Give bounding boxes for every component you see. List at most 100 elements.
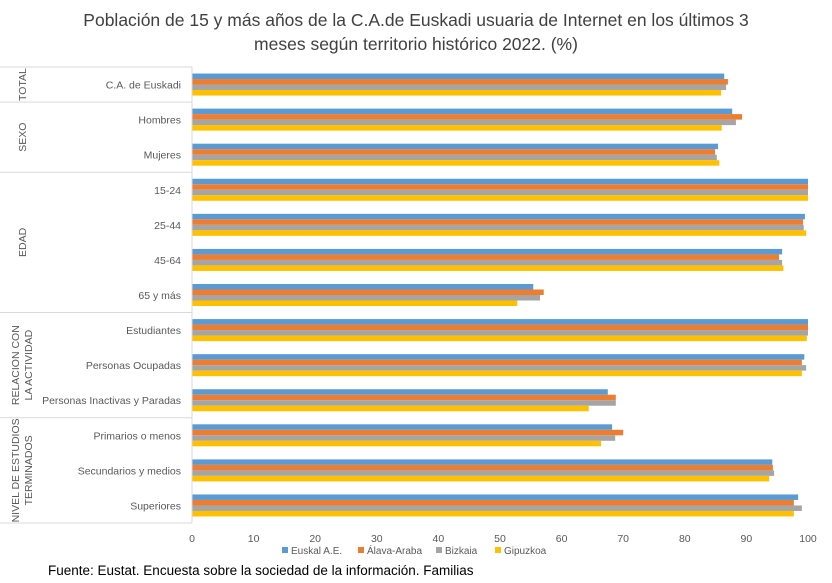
bar-euskal-a-e- — [192, 319, 808, 325]
bar-gipuzkoa — [192, 125, 722, 131]
category-label: 45-64 — [154, 255, 181, 267]
legend-swatch — [282, 547, 288, 553]
bar-bizkaia — [192, 435, 616, 441]
group-label-nivel-de-estudios-terminados: NIVEL DE ESTUDIOSTERMINADOS — [10, 418, 35, 522]
x-tick-label: 50 — [494, 533, 506, 545]
bar-bizkaia — [192, 84, 727, 91]
bar-gipuzkoa — [192, 90, 722, 96]
group-label-line: NIVEL DE ESTUDIOS — [10, 418, 22, 522]
bar-bizkaia — [192, 119, 736, 126]
chart-title-line-2: meses según territorio histórico 2022. (… — [254, 34, 578, 54]
legend-swatch — [436, 547, 442, 553]
bar-euskal-a-e- — [192, 248, 783, 255]
group-label-line: TOTAL — [17, 68, 29, 101]
category-label: 25-44 — [154, 220, 181, 232]
legend-label: Álava-Araba — [367, 544, 422, 557]
legend-label: Bizkaia — [445, 546, 478, 557]
bar--lava-araba — [192, 289, 544, 295]
group-label-line: SEXO — [17, 123, 29, 152]
x-tick-label: 20 — [309, 533, 321, 545]
bar-euskal-a-e- — [192, 424, 613, 430]
bar-bizkaia — [192, 295, 541, 301]
category-label: Superiores — [130, 500, 181, 512]
legend-swatch — [358, 547, 364, 553]
bar-bizkaia — [192, 259, 783, 266]
bar-euskal-a-e- — [192, 284, 534, 290]
bar--lava-araba — [192, 394, 616, 401]
bar--lava-araba — [192, 149, 715, 155]
legend-label: Gipuzkoa — [504, 546, 547, 557]
bar-bizkaia — [192, 470, 775, 476]
bar--lava-araba — [192, 324, 808, 331]
legend-label: Euskal A.E. — [291, 546, 342, 557]
bar--lava-araba — [192, 114, 743, 120]
bar--lava-araba — [192, 254, 780, 260]
group-label-sexo: SEXO — [17, 123, 29, 152]
group-label-line: LA ACTIVIDAD — [23, 329, 35, 400]
bar-bizkaia — [192, 154, 717, 161]
group-label-total: TOTAL — [17, 68, 29, 101]
bar-euskal-a-e- — [192, 459, 773, 465]
category-label: Primarios o menos — [93, 430, 181, 442]
bar--lava-araba — [192, 499, 794, 506]
bar-euskal-a-e- — [192, 73, 725, 80]
category-label: Secundarios y medios — [78, 465, 181, 477]
bar--lava-araba — [192, 429, 624, 436]
group-label-line: RELACION CON — [10, 325, 22, 405]
bar--lava-araba — [192, 184, 808, 190]
x-tick-label: 30 — [371, 533, 383, 545]
category-label: Estudiantes — [126, 325, 181, 337]
legend-swatch — [495, 547, 501, 553]
source-note: Fuente: Eustat. Encuesta sobre la socied… — [48, 563, 474, 578]
category-label: Personas Ocupadas — [86, 360, 181, 372]
bar-gipuzkoa — [192, 405, 589, 412]
bar-euskal-a-e- — [192, 494, 799, 500]
bar-bizkaia — [192, 330, 808, 336]
bar-gipuzkoa — [192, 475, 770, 482]
x-tick-label: 70 — [617, 533, 629, 545]
category-label: Mujeres — [144, 150, 181, 162]
x-tick-label: 0 — [189, 533, 195, 545]
x-tick-label: 90 — [741, 533, 753, 545]
bar-gipuzkoa — [192, 300, 518, 306]
group-label-edad: EDAD — [17, 227, 29, 257]
x-tick-label: 40 — [433, 533, 445, 545]
x-tick-label: 100 — [799, 533, 817, 545]
x-tick-label: 10 — [248, 533, 260, 545]
bar-gipuzkoa — [192, 160, 720, 166]
bar--lava-araba — [192, 219, 804, 225]
bar-euskal-a-e- — [192, 213, 805, 220]
x-tick-label: 60 — [556, 533, 568, 545]
bar-bizkaia — [192, 365, 807, 371]
category-label: C.A. de Euskadi — [106, 80, 181, 92]
category-label: 15-24 — [154, 185, 181, 197]
bar--lava-araba — [192, 79, 728, 85]
group-label-line: EDAD — [17, 227, 29, 257]
category-label: 65 y más — [138, 290, 181, 302]
bar-gipuzkoa — [192, 370, 802, 377]
bar-gipuzkoa — [192, 195, 808, 201]
bar-gipuzkoa — [192, 335, 807, 342]
bar--lava-araba — [192, 464, 773, 471]
group-label-line: TERMINADOS — [23, 435, 35, 505]
bar-bizkaia — [192, 224, 804, 231]
bar--lava-araba — [192, 359, 802, 366]
bar-bizkaia — [192, 189, 808, 196]
bar-euskal-a-e- — [192, 108, 733, 115]
bar-bizkaia — [192, 505, 802, 511]
x-tick-label: 80 — [679, 533, 691, 545]
bar-euskal-a-e- — [192, 389, 608, 395]
group-label-relacion-con-la-actividad: RELACION CONLA ACTIVIDAD — [10, 325, 35, 405]
bar-euskal-a-e- — [192, 178, 808, 185]
bar-gipuzkoa — [192, 440, 602, 447]
bar-euskal-a-e- — [192, 143, 719, 150]
category-label: Hombres — [138, 115, 181, 127]
chart-title-line-1: Población de 15 y más años de la C.A.de … — [83, 10, 749, 30]
category-label: Personas Inactivas y Paradas — [42, 395, 181, 407]
bar-euskal-a-e- — [192, 354, 805, 360]
bar-gipuzkoa — [192, 265, 784, 271]
bar-bizkaia — [192, 400, 616, 406]
bar-gipuzkoa — [192, 230, 807, 236]
bar-gipuzkoa — [192, 510, 794, 517]
